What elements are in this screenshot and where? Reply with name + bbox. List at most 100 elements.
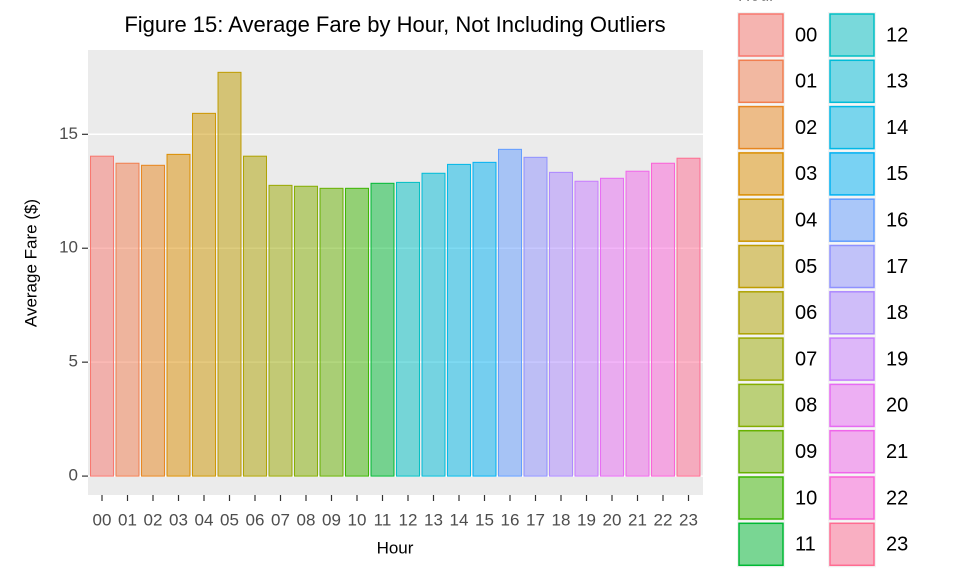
x-tick-label: 15 [475,510,494,529]
legend-label: 04 [795,209,817,231]
x-tick-label: 01 [118,510,137,529]
legend-label: 14 [886,117,908,139]
bar [294,185,318,477]
x-tick-label: 21 [628,510,647,529]
bar [115,162,140,477]
legend-label: 01 [795,71,817,93]
legend-key [829,291,875,335]
bar [166,153,191,477]
legend-key [829,244,875,289]
legend-label: 20 [886,395,908,417]
bar [676,157,701,477]
legend-key [738,152,784,196]
legend-label: 17 [886,256,908,278]
y-tick-label: 15 [59,124,78,143]
bar [141,164,165,477]
legend-label: 11 [795,534,816,556]
chart-title: Figure 15: Average Fare by Hour, Not Inc… [124,12,665,37]
x-tick-label: 02 [144,510,163,529]
legend-key [829,13,875,57]
x-tick-label: 13 [424,510,443,529]
bar [549,171,573,477]
bar [447,163,471,477]
y-tick-label: 0 [69,466,78,485]
x-tick-label: 06 [246,510,265,529]
legend-label: 06 [795,302,817,324]
bar [421,172,446,477]
x-axis-title: Hour [377,538,414,557]
legend-label: 09 [795,441,817,463]
legend-label: 18 [886,302,908,324]
x-tick-label: 03 [169,510,188,529]
bar [523,156,548,477]
x-tick-label: 22 [654,510,673,529]
bar [574,180,599,477]
bar [345,187,369,477]
x-tick-label: 20 [603,510,622,529]
x-tick-label: 10 [348,510,367,529]
legend-label: 07 [795,348,817,370]
legend-label: 05 [795,256,817,278]
legend-label: 02 [795,117,817,139]
legend-label: 23 [886,534,908,556]
legend-key [738,383,784,428]
bar [472,161,497,477]
legend-key [738,59,784,104]
legend-key [738,244,784,289]
x-tick-label: 23 [679,510,698,529]
bar [498,148,522,477]
legend-key [829,476,875,520]
legend-title: Hour [738,0,775,4]
x-tick-label: 04 [195,510,214,529]
legend-key [738,198,784,242]
legend-key [829,152,875,196]
legend-key [738,13,784,57]
legend-key [829,429,875,474]
bar [396,181,420,477]
bar [217,71,242,477]
x-tick-label: 14 [450,510,469,529]
legend-label: 03 [795,163,817,185]
legend-label: 22 [886,487,908,509]
legend-key [738,522,784,567]
bar [370,182,395,477]
x-tick-label: 00 [93,510,112,529]
bar [90,155,114,477]
legend-key [829,337,875,381]
legend-key [829,105,875,150]
legend-key [829,383,875,428]
x-tick-label: 07 [271,510,290,529]
bar [243,155,267,477]
legend-key [738,337,784,381]
legend-label: 21 [886,441,908,463]
bar [192,112,216,477]
x-tick-label: 09 [322,510,341,529]
legend-key [738,476,784,520]
legend-label: 19 [886,348,908,370]
bar [600,177,624,477]
x-tick-label: 11 [374,510,392,529]
bar [319,187,344,477]
y-tick-label: 10 [59,238,78,257]
bar [625,170,650,477]
legend-label: 08 [795,395,817,417]
legend-label: 00 [795,24,817,46]
x-tick-label: 19 [577,510,596,529]
x-tick-label: 16 [501,510,520,529]
y-tick-label: 5 [69,352,78,371]
legend-label: 16 [886,209,908,231]
legend-label: 10 [795,487,817,509]
legend-label: 12 [886,24,908,46]
bar [651,162,675,477]
legend-label: 13 [886,71,908,93]
x-tick-label: 17 [526,510,545,529]
x-tick-label: 08 [297,510,316,529]
x-tick-label: 18 [552,510,571,529]
y-axis-title: Average Fare ($) [21,199,40,327]
x-tick-label: 12 [399,510,418,529]
legend-key [829,522,875,567]
x-tick-label: 05 [220,510,239,529]
legend-key [829,59,875,104]
